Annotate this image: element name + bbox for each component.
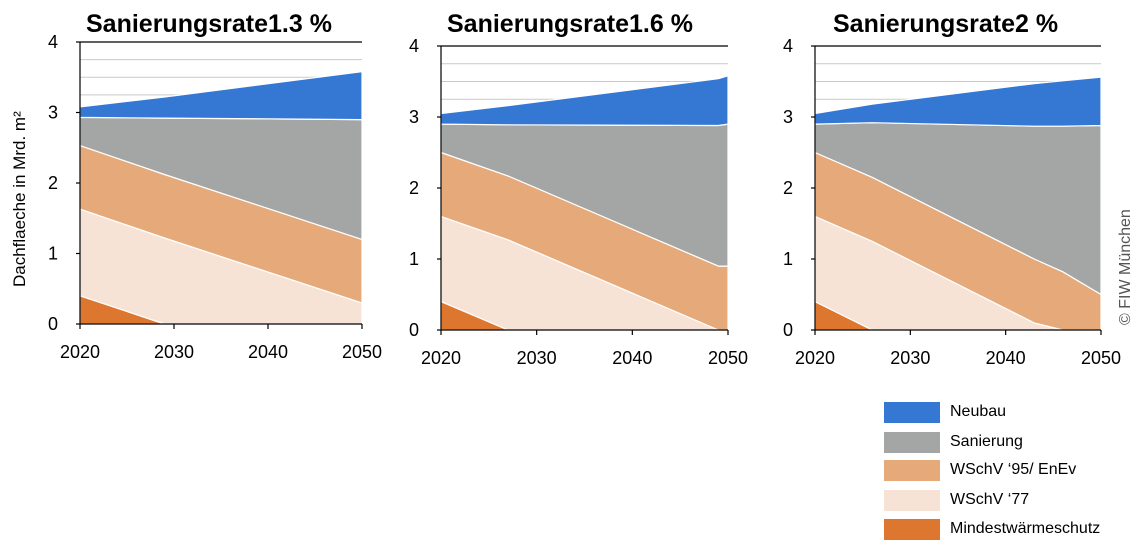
x-tick-label: 2040 <box>612 348 652 368</box>
chart-2: 0 1 2 3 4 2020 2030 2040 2050 <box>409 36 748 368</box>
legend-swatch-sanierung <box>884 431 940 453</box>
chart-3: 0 1 2 3 4 2020 2030 2040 2050 <box>783 36 1121 368</box>
legend-label: WSchV ‘95/ EnEv <box>950 461 1077 478</box>
y-tick-label: 3 <box>409 107 419 127</box>
x-tick-label: 2040 <box>248 342 288 362</box>
y-tick-label: 3 <box>48 103 58 123</box>
legend-swatch-wschv95 <box>884 459 940 481</box>
area-neubau <box>79 71 363 121</box>
x-tick-label: 2040 <box>986 348 1026 368</box>
chart-title: Sanierungsrate1.3 % <box>86 10 332 38</box>
x-tick-label: 2020 <box>795 348 835 368</box>
x-tick-label: 2020 <box>60 342 100 362</box>
x-tick-label: 2030 <box>154 342 194 362</box>
credit-text: © FIW München <box>1117 209 1134 325</box>
x-tick-label: 2050 <box>1081 348 1121 368</box>
x-tick-label: 2030 <box>517 348 557 368</box>
y-tick-label: 1 <box>48 244 58 264</box>
y-tick-label: 2 <box>783 178 793 198</box>
legend-label: Sanierung <box>950 433 1023 450</box>
legend-item: Neubau <box>884 400 1006 424</box>
chart-title: Sanierungsrate1.6 % <box>447 10 693 38</box>
area-neubau <box>814 76 1102 127</box>
y-tick-label: 4 <box>409 36 419 56</box>
y-tick-label: 1 <box>783 249 793 269</box>
area-neubau <box>440 75 729 127</box>
legend-item: Mindestwärmeschutz <box>884 517 1100 541</box>
y-tick-label: 0 <box>409 320 419 340</box>
x-tick-label: 2030 <box>890 348 930 368</box>
legend-item: Sanierung <box>884 430 1023 454</box>
x-tick-label: 2020 <box>421 348 461 368</box>
y-tick-label: 2 <box>409 178 419 198</box>
legend-swatch-neubau <box>884 401 940 423</box>
legend-label: Mindestwärmeschutz <box>950 520 1101 537</box>
legend-item: WSchV ‘95/ EnEv <box>884 458 1076 482</box>
y-tick-label: 4 <box>783 36 793 56</box>
y-tick-label: 2 <box>48 173 58 193</box>
legend-label: WSchV ‘77 <box>950 491 1030 508</box>
y-tick-label: 0 <box>48 314 58 334</box>
y-tick-label: 4 <box>48 32 58 52</box>
y-tick-label: 0 <box>783 320 793 340</box>
y-axis-label-container: Dachflaeche in Mrd. m² <box>10 111 29 287</box>
y-tick-label: 3 <box>783 107 793 127</box>
legend-label: Neubau <box>950 403 1007 420</box>
legend-swatch-mindest <box>884 518 940 540</box>
chart-1: 0 1 2 3 4 2020 2030 2040 2050 <box>48 32 382 362</box>
x-tick-label: 2050 <box>708 348 748 368</box>
x-tick-label: 2050 <box>342 342 382 362</box>
legend-item: WSchV ‘77 <box>884 488 1029 512</box>
legend-swatch-wschv77 <box>884 489 940 511</box>
credit-container: © FIW München <box>1117 209 1134 325</box>
y-tick-label: 1 <box>409 249 419 269</box>
y-axis-label: Dachflaeche in Mrd. m² <box>10 111 29 287</box>
chart-title: Sanierungsrate2 % <box>833 10 1059 38</box>
